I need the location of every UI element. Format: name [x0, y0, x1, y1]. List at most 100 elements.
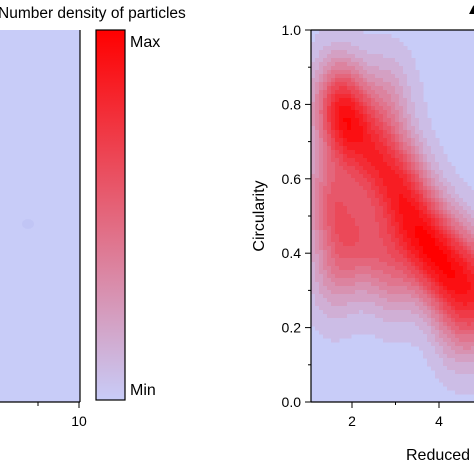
density-cell — [379, 114, 384, 119]
density-cell — [455, 306, 460, 311]
density-cell — [371, 330, 376, 335]
density-cell — [403, 302, 408, 307]
density-cell — [343, 62, 348, 67]
density-cell — [379, 254, 384, 259]
density-cell — [327, 102, 332, 107]
density-cell — [395, 46, 400, 51]
density-cell — [311, 310, 316, 315]
density-cell — [355, 162, 360, 167]
density-cell — [311, 278, 316, 283]
density-cell — [459, 226, 464, 231]
density-cell — [323, 166, 328, 171]
density-cell — [379, 242, 384, 247]
density-cell — [363, 250, 368, 255]
density-cell — [423, 142, 428, 147]
density-cell — [327, 290, 332, 295]
density-cell — [371, 322, 376, 327]
density-cell — [359, 38, 364, 43]
density-cell — [331, 302, 336, 307]
density-cell — [379, 182, 384, 187]
density-cell — [335, 214, 340, 219]
density-cell — [455, 210, 460, 215]
density-cell — [419, 190, 424, 195]
density-cell — [427, 286, 432, 291]
density-cell — [399, 186, 404, 191]
density-cell — [451, 274, 456, 279]
density-cell — [367, 46, 372, 51]
density-cell — [351, 314, 356, 319]
density-cell — [331, 290, 336, 295]
density-cell — [311, 178, 316, 183]
density-cell — [355, 258, 360, 263]
density-cell — [447, 338, 452, 343]
density-cell — [399, 210, 404, 215]
density-cell — [383, 190, 388, 195]
density-cell — [339, 258, 344, 263]
density-cell — [419, 294, 424, 299]
density-layer — [311, 30, 474, 395]
density-cell — [311, 150, 316, 155]
density-cell — [315, 214, 320, 219]
density-cell — [407, 314, 412, 319]
density-cell — [463, 210, 468, 215]
density-cell — [415, 106, 420, 111]
density-cell — [463, 186, 468, 191]
density-cell — [331, 274, 336, 279]
density-cell — [351, 206, 356, 211]
density-cell — [467, 262, 472, 267]
density-cell — [359, 202, 364, 207]
density-cell — [327, 210, 332, 215]
density-cell — [411, 162, 416, 167]
density-cell — [435, 194, 440, 199]
density-cell — [323, 130, 328, 135]
density-cell — [411, 134, 416, 139]
density-cell — [463, 286, 468, 291]
density-cell — [339, 126, 344, 131]
density-cell — [395, 86, 400, 91]
density-cell — [439, 330, 444, 335]
density-cell — [443, 258, 448, 263]
density-cell — [311, 58, 316, 63]
density-cell — [463, 222, 468, 227]
density-cell — [327, 82, 332, 87]
density-cell — [451, 370, 456, 375]
density-cell — [447, 334, 452, 339]
density-cell — [391, 58, 396, 63]
density-cell — [391, 122, 396, 127]
density-cell — [367, 234, 372, 239]
density-cell — [423, 130, 428, 135]
density-cell — [423, 110, 428, 115]
density-cell — [415, 94, 420, 99]
density-cell — [463, 350, 468, 355]
density-cell — [447, 270, 452, 275]
density-cell — [323, 226, 328, 231]
density-cell — [347, 294, 352, 299]
density-cell — [439, 378, 444, 383]
density-cell — [311, 94, 316, 99]
density-cell — [387, 102, 392, 107]
density-cell — [447, 190, 452, 195]
density-cell — [447, 298, 452, 303]
density-cell — [347, 314, 352, 319]
density-cell — [407, 106, 412, 111]
density-cell — [315, 314, 320, 319]
density-cell — [467, 194, 472, 199]
density-cell — [467, 254, 472, 259]
density-cell — [419, 198, 424, 203]
density-cell — [419, 130, 424, 135]
density-cell — [423, 146, 428, 151]
density-cell — [403, 106, 408, 111]
density-cell — [431, 346, 436, 351]
density-cell — [407, 170, 412, 175]
density-cell — [323, 70, 328, 75]
density-cell — [343, 54, 348, 59]
density-cell — [319, 234, 324, 239]
density-cell — [403, 310, 408, 315]
density-cell — [395, 338, 400, 343]
right-x-axis-label: Reduced — [406, 447, 470, 464]
density-cell — [367, 310, 372, 315]
density-cell — [419, 134, 424, 139]
density-cell — [363, 78, 368, 83]
density-cell — [439, 362, 444, 367]
density-cell — [367, 158, 372, 163]
